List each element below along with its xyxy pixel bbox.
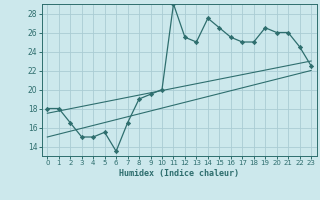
X-axis label: Humidex (Indice chaleur): Humidex (Indice chaleur) (119, 169, 239, 178)
